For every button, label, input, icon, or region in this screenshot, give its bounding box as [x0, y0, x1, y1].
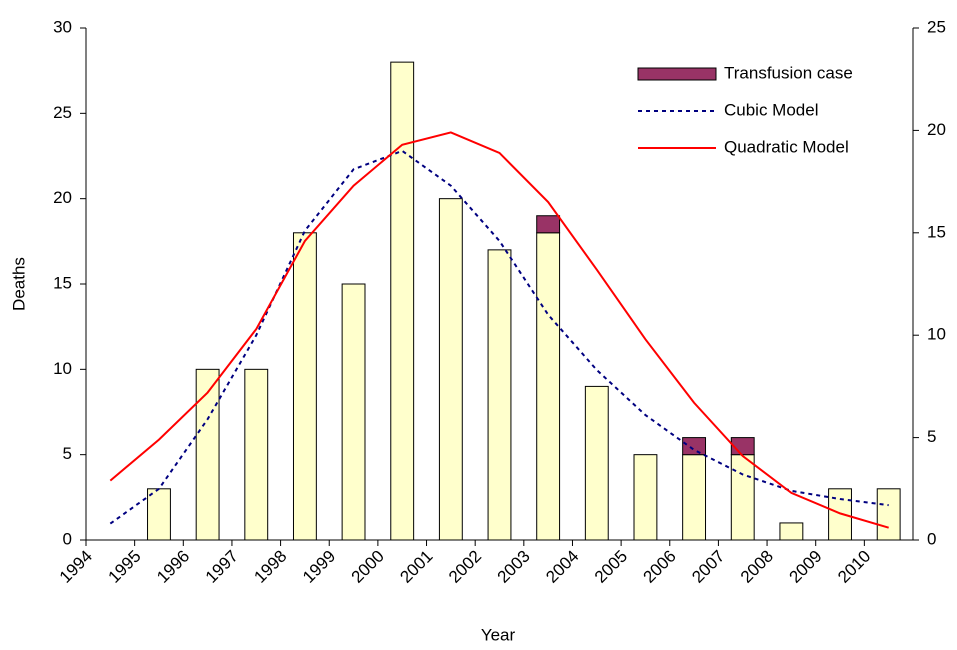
y2-tick-label: 5 [927, 427, 936, 446]
bar [487, 249, 512, 541]
legend-swatch [637, 67, 717, 81]
bar [633, 454, 658, 541]
bar [341, 283, 366, 541]
bar [876, 488, 901, 541]
bar [682, 454, 707, 541]
x-tick-label: 1998 [250, 547, 290, 587]
y-tick-label: 25 [53, 103, 72, 122]
x-tick-label: 1996 [153, 547, 193, 587]
bar [244, 368, 269, 541]
x-tick-label: 2008 [737, 547, 777, 587]
bar [730, 454, 755, 541]
x-tick-label: 2001 [396, 547, 436, 587]
x-tick-label: 1997 [202, 547, 242, 587]
bar [536, 215, 561, 234]
y2-tick-label: 15 [927, 222, 946, 241]
x-tick-label: 2007 [688, 547, 728, 587]
x-tick-label: 2010 [834, 547, 874, 587]
y-axis-label: Deaths [9, 257, 28, 311]
y-tick-label: 30 [53, 17, 72, 36]
x-tick-label: 1994 [56, 547, 96, 587]
bar [536, 232, 561, 541]
line-series [109, 131, 889, 529]
x-tick-label: 2006 [640, 547, 680, 587]
x-tick-label: 2005 [591, 547, 631, 587]
bar [584, 385, 609, 541]
bar [682, 437, 707, 456]
y-tick-label: 15 [53, 273, 72, 292]
x-tick-label: 2003 [494, 547, 534, 587]
y-tick-label: 10 [53, 359, 72, 378]
x-axis-label: Year [481, 625, 516, 644]
bar [195, 368, 220, 541]
legend-label: Transfusion case [724, 63, 853, 82]
x-tick-label: 2002 [445, 547, 485, 587]
y-tick-label: 20 [53, 188, 72, 207]
bar [390, 61, 415, 541]
line-series [109, 149, 889, 525]
x-tick-label: 2004 [542, 547, 582, 587]
y2-tick-label: 20 [927, 120, 946, 139]
legend-label: Cubic Model [724, 100, 819, 119]
bar [147, 488, 171, 541]
x-tick-label: 1999 [299, 547, 339, 587]
bar [438, 198, 463, 541]
bar [292, 232, 317, 541]
legend-label: Quadratic Model [724, 137, 849, 156]
y-tick-label: 0 [63, 529, 72, 548]
x-tick-label: 2000 [348, 547, 388, 587]
y2-tick-label: 25 [927, 17, 946, 36]
x-tick-label: 1995 [104, 547, 144, 587]
bar [779, 522, 804, 541]
y2-tick-label: 10 [927, 325, 946, 344]
x-tick-label: 2009 [786, 547, 826, 587]
y-tick-label: 5 [63, 444, 72, 463]
y2-tick-label: 0 [927, 529, 936, 548]
